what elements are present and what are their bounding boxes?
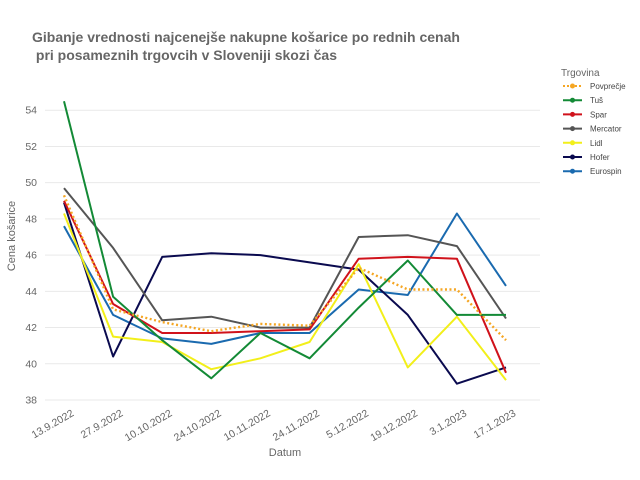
y-tick-label: 48 (25, 213, 37, 225)
x-tick-label: 24.10.2022 (172, 407, 224, 444)
chart-title-line-2: pri posameznih trgovcih v Sloveniji skoz… (32, 47, 337, 63)
series-line-eurospin (63, 212, 507, 345)
x-tick-label: 10.10.2022 (123, 407, 175, 444)
series-line-lidl (63, 213, 507, 381)
x-axis-ticks: 13.9.2022 27.9.202210.10.202224.10.202210… (30, 407, 519, 444)
legend-marker (570, 126, 575, 132)
legend-marker (570, 168, 575, 174)
legend-label: Tuš (590, 96, 603, 105)
legend-label: Povprečje (590, 82, 626, 91)
series-line-mercator (63, 187, 507, 329)
series-line-spar (63, 200, 507, 374)
y-tick-label: 54 (25, 105, 37, 117)
y-axis-ticks: 38 40 42 44 46 48 50 52 54 (25, 105, 37, 407)
x-tick-label: 5.12.2022 (324, 407, 371, 441)
legend-label: Hofer (590, 153, 610, 162)
x-tick-label: 24.11.2022 (271, 407, 322, 443)
x-tick-label: 13.9.2022 (30, 407, 77, 441)
series-line-tuš (63, 100, 506, 380)
y-tick-label: 38 (25, 395, 37, 407)
y-tick-label: 44 (25, 286, 37, 298)
y-tick-label: 42 (25, 322, 37, 334)
y-tick-label: 46 (25, 250, 37, 262)
x-tick-label: 19.12.2022 (368, 407, 420, 444)
legend-marker (570, 111, 575, 117)
x-tick-label: 17.1.2023 (472, 407, 519, 441)
series-lines (62, 100, 507, 385)
legend-marker (570, 154, 575, 160)
x-axis-title: Datum (269, 447, 301, 459)
grid (45, 109, 540, 401)
x-tick-label: 27.9.2022 (79, 407, 126, 441)
legend-label: Eurospin (590, 167, 622, 176)
x-tick-label: 3.1.2023 (428, 407, 470, 438)
legend: Trgovina Povprečje Tuš Spar Mercator Lidl Hof… (561, 68, 626, 176)
series-line-hofer (63, 202, 507, 385)
series-line-povprečje (62, 194, 507, 342)
legend-label: Mercator (590, 125, 622, 134)
legend-marker (570, 140, 575, 146)
y-axis-title: Cena košarice (6, 201, 18, 271)
legend-marker (570, 97, 575, 103)
legend-label: Lidl (590, 139, 603, 148)
legend-label: Spar (590, 110, 607, 119)
x-tick-label: 10.11.2022 (222, 407, 273, 443)
y-tick-label: 50 (25, 177, 37, 189)
chart-title-line-1: Gibanje vrednosti najcenejše nakupne koš… (32, 29, 460, 45)
legend-marker (570, 83, 575, 89)
legend-title: Trgovina (561, 68, 600, 79)
y-tick-label: 52 (25, 141, 37, 153)
y-tick-label: 40 (25, 358, 37, 370)
